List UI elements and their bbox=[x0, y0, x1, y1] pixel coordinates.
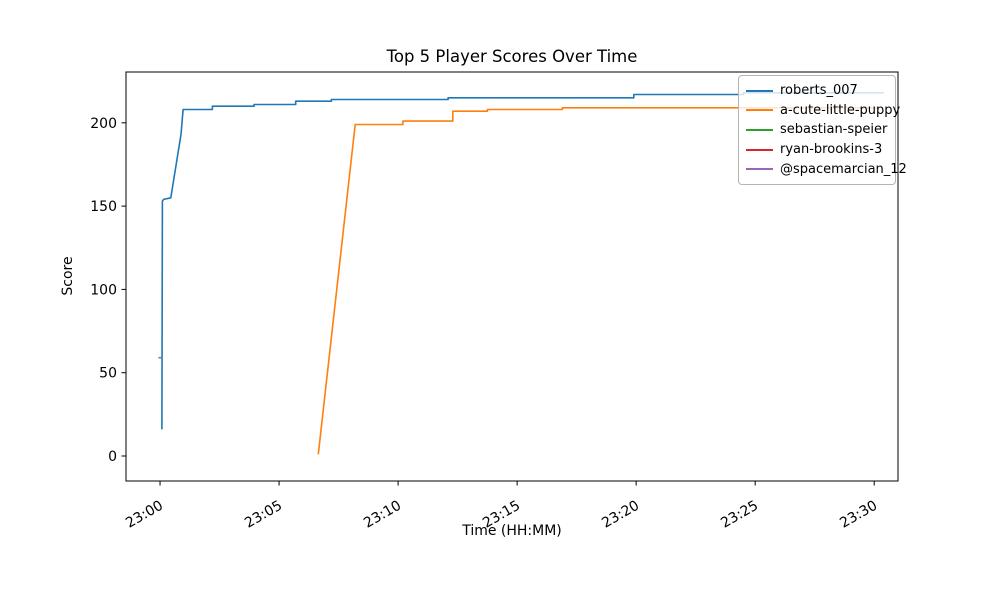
legend: roberts_007 a-cute-little-puppy sebastian-… bbox=[738, 75, 907, 185]
y-tick-label: 100 bbox=[90, 282, 117, 298]
legend-line-sample-icon bbox=[746, 168, 773, 171]
legend-label: @spacemarcian_12 bbox=[780, 161, 907, 177]
y-tick-label: 0 bbox=[108, 449, 117, 465]
legend-line-sample-icon bbox=[746, 148, 773, 151]
legend-line-sample-icon bbox=[746, 89, 773, 92]
legend-label: sebastian-speier bbox=[780, 122, 888, 138]
legend-line-sample-icon bbox=[746, 128, 773, 131]
y-tick-label: 150 bbox=[90, 199, 117, 215]
legend-entry: @spacemarcian_12 bbox=[739, 160, 907, 178]
legend-entry: ryan-brookins-3 bbox=[739, 141, 895, 159]
x-axis-label: Time (HH:MM) bbox=[462, 523, 562, 539]
plot-frame bbox=[125, 71, 899, 482]
series-line-a-cute-little-puppy bbox=[317, 107, 879, 455]
chart-title: Top 5 Player Scores Over Time bbox=[386, 47, 638, 66]
legend-entry: a-cute-little-puppy bbox=[739, 101, 900, 119]
legend-entry: sebastian-speier bbox=[739, 121, 895, 139]
y-axis-label: Score bbox=[60, 256, 76, 296]
legend-label: ryan-brookins-3 bbox=[780, 142, 883, 158]
legend-label: roberts_007 bbox=[780, 83, 858, 99]
legend-entry: roberts_007 bbox=[739, 82, 895, 100]
y-tick-label: 200 bbox=[90, 116, 117, 132]
legend-label: a-cute-little-puppy bbox=[780, 102, 901, 118]
series-line-roberts-007 bbox=[161, 92, 884, 430]
legend-line-sample-icon bbox=[746, 109, 773, 112]
y-tick-label: 50 bbox=[99, 366, 117, 382]
